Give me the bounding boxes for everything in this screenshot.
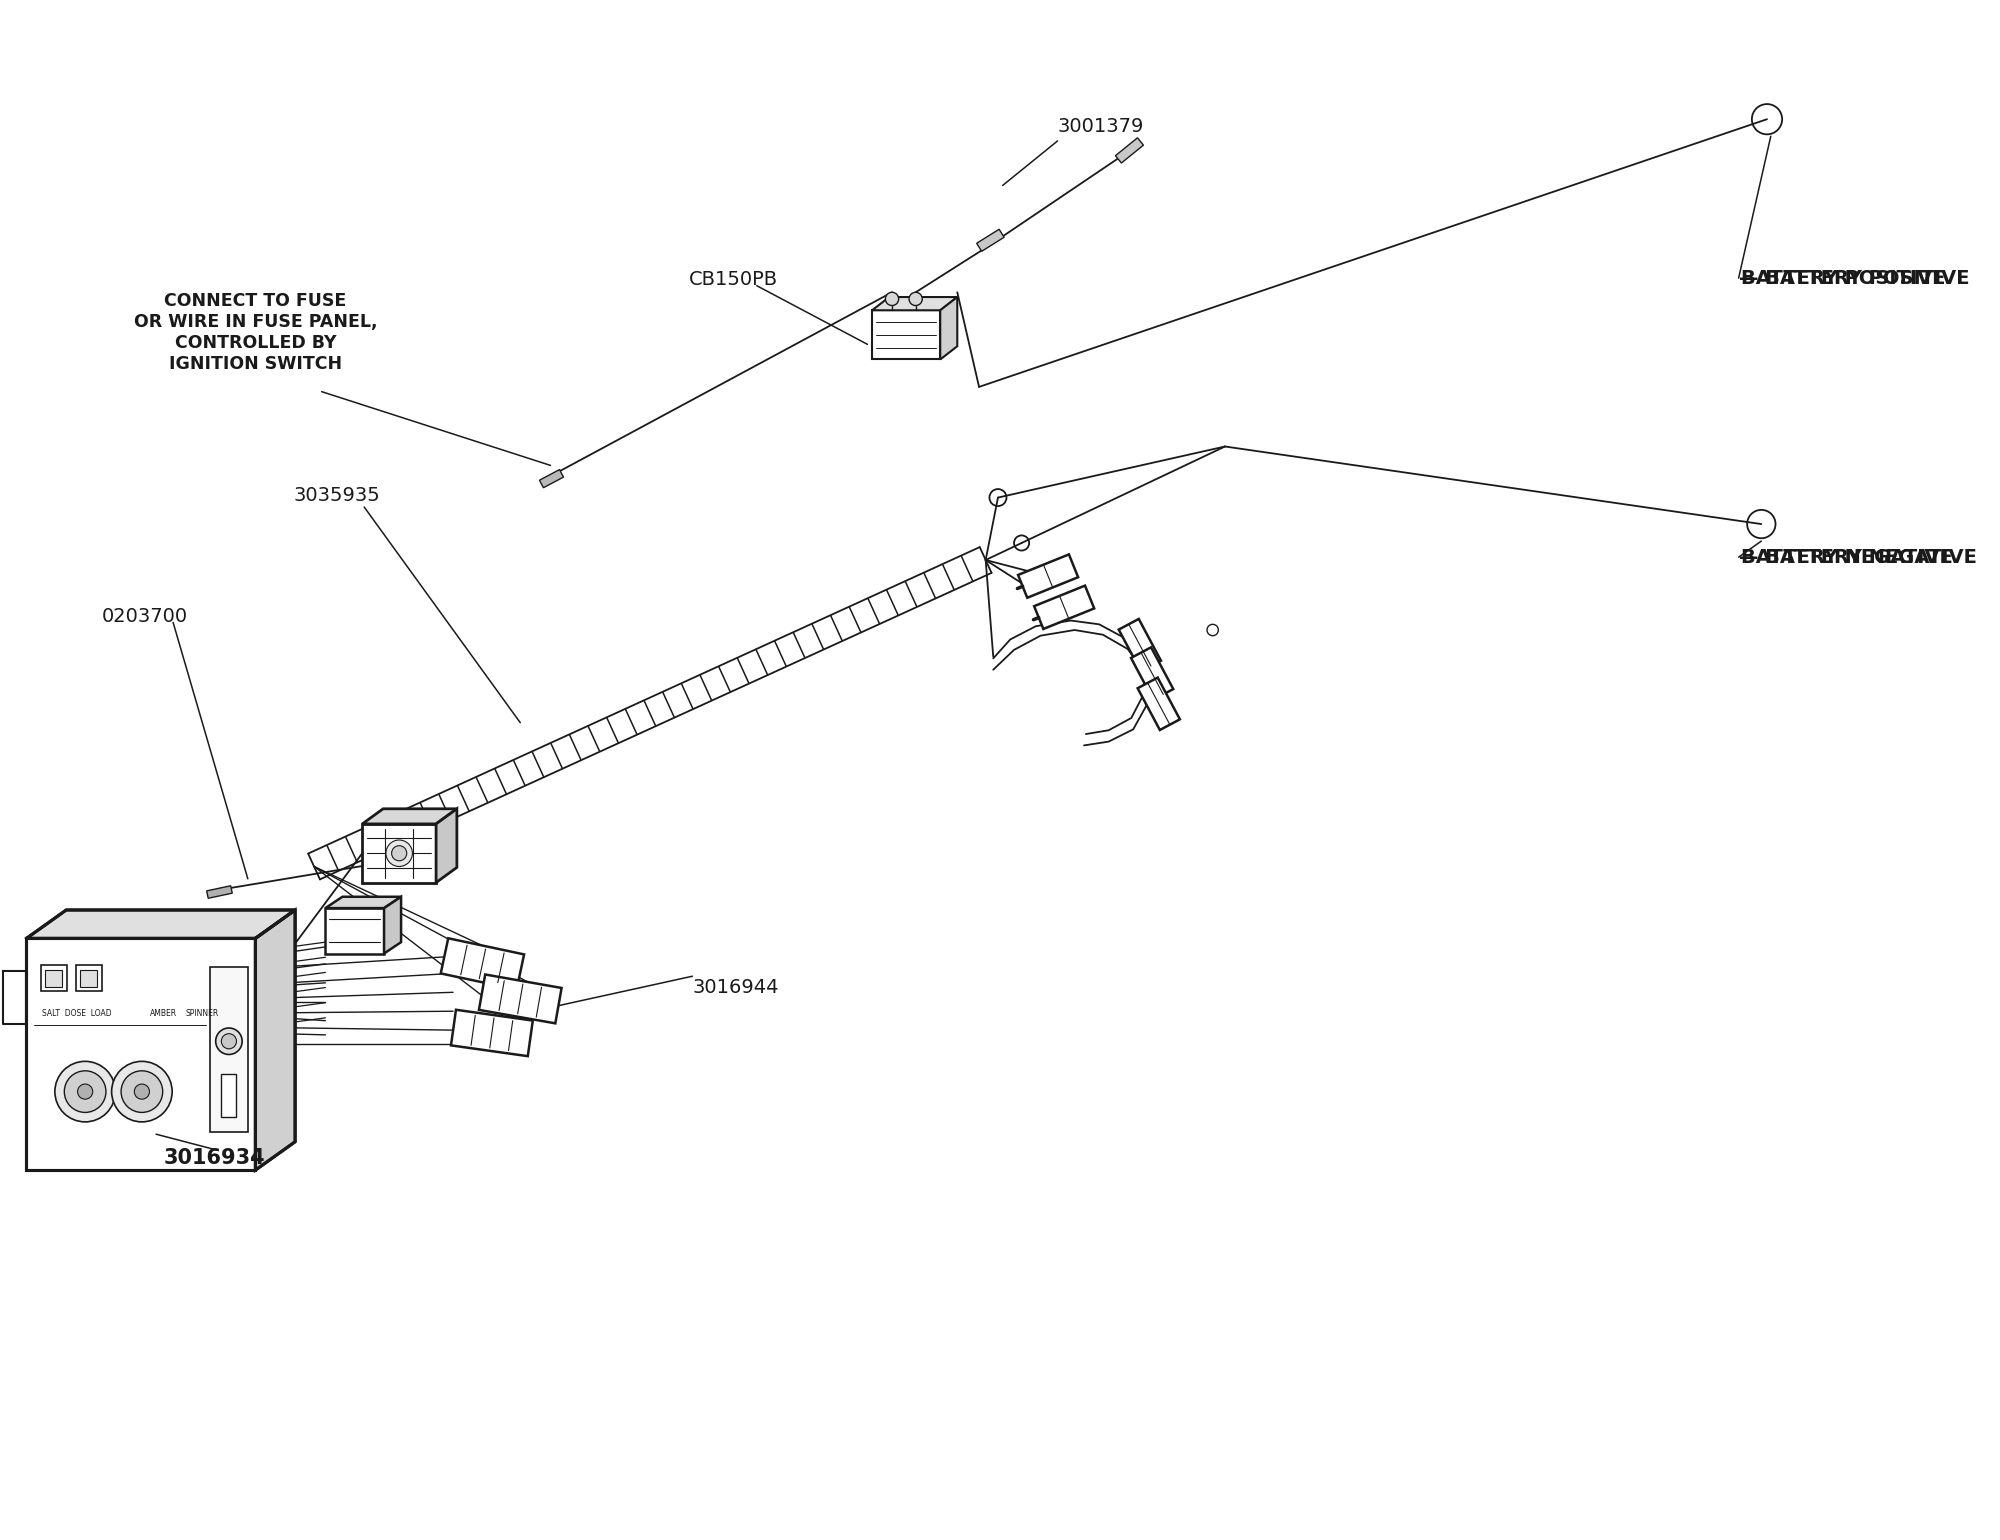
Polygon shape bbox=[940, 297, 958, 359]
Polygon shape bbox=[326, 896, 402, 909]
Polygon shape bbox=[256, 910, 296, 1170]
Polygon shape bbox=[440, 938, 524, 990]
Text: — BATTERY POSITIVE: — BATTERY POSITIVE bbox=[1738, 268, 1970, 288]
Polygon shape bbox=[1018, 554, 1078, 598]
Text: SPINNER: SPINNER bbox=[186, 1009, 218, 1018]
Circle shape bbox=[910, 293, 922, 305]
Bar bbox=[210, 967, 248, 1132]
Polygon shape bbox=[872, 310, 940, 359]
Text: 3001379: 3001379 bbox=[1058, 117, 1144, 136]
Polygon shape bbox=[450, 1010, 532, 1056]
Bar bbox=[76, 966, 102, 992]
Circle shape bbox=[392, 845, 406, 861]
Text: AMBER: AMBER bbox=[150, 1009, 176, 1018]
Text: 0203700: 0203700 bbox=[102, 607, 188, 627]
Polygon shape bbox=[26, 910, 296, 938]
Polygon shape bbox=[362, 824, 436, 882]
Text: 3035935: 3035935 bbox=[294, 487, 380, 505]
Circle shape bbox=[222, 1033, 236, 1049]
Text: — BATTERY NEGATIVE: — BATTERY NEGATIVE bbox=[1738, 548, 1976, 567]
Polygon shape bbox=[362, 808, 456, 824]
Circle shape bbox=[122, 1070, 162, 1112]
Polygon shape bbox=[1118, 619, 1160, 671]
Circle shape bbox=[386, 839, 412, 867]
Bar bbox=[80, 970, 98, 987]
Polygon shape bbox=[384, 896, 402, 953]
Text: CONNECT TO FUSE
OR WIRE IN FUSE PANEL,
CONTROLLED BY
IGNITION SWITCH: CONNECT TO FUSE OR WIRE IN FUSE PANEL, C… bbox=[134, 293, 378, 373]
Polygon shape bbox=[1116, 137, 1144, 163]
Text: BATTERY NEGATIVE: BATTERY NEGATIVE bbox=[1740, 548, 1952, 567]
Text: BATTERY POSITIVE: BATTERY POSITIVE bbox=[1740, 268, 1944, 288]
Text: SALT  DOSE  LOAD: SALT DOSE LOAD bbox=[42, 1009, 112, 1018]
Text: 3016944: 3016944 bbox=[692, 978, 778, 996]
Polygon shape bbox=[872, 297, 958, 310]
Circle shape bbox=[134, 1084, 150, 1100]
Polygon shape bbox=[976, 229, 1004, 251]
Polygon shape bbox=[1138, 678, 1180, 730]
Polygon shape bbox=[478, 975, 562, 1024]
Circle shape bbox=[216, 1029, 242, 1055]
Text: CB150PB: CB150PB bbox=[688, 271, 778, 290]
Circle shape bbox=[54, 1061, 116, 1121]
Polygon shape bbox=[1034, 585, 1094, 628]
Circle shape bbox=[112, 1061, 172, 1121]
Text: 3016934: 3016934 bbox=[164, 1149, 266, 1169]
Bar bbox=[222, 1075, 236, 1116]
Polygon shape bbox=[326, 909, 384, 953]
Polygon shape bbox=[206, 885, 232, 898]
Bar bbox=[46, 970, 62, 987]
Polygon shape bbox=[1132, 647, 1174, 699]
Bar bbox=[40, 966, 68, 992]
Circle shape bbox=[64, 1070, 106, 1112]
Polygon shape bbox=[26, 938, 256, 1170]
Polygon shape bbox=[436, 808, 456, 882]
Circle shape bbox=[78, 1084, 92, 1100]
Circle shape bbox=[886, 293, 898, 305]
Polygon shape bbox=[540, 470, 564, 488]
